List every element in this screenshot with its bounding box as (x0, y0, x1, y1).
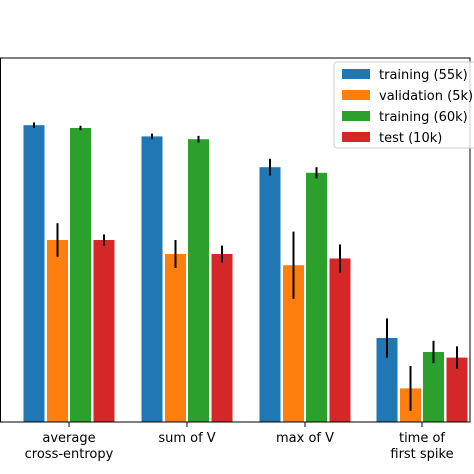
x-tick-label: average cross-entropy (25, 431, 114, 462)
bar (446, 357, 468, 422)
legend-label: test (10k) (379, 131, 442, 146)
x-tick-label: time of first spike (390, 431, 453, 462)
x-ticks-group: average cross-entropy sum of V max of V time… (25, 422, 454, 462)
bars-group (23, 125, 468, 422)
legend-swatch (342, 90, 370, 100)
bar (70, 128, 91, 422)
legend-swatch (342, 111, 370, 121)
bar (188, 139, 209, 422)
legend-swatch (342, 132, 370, 142)
bar (283, 265, 304, 422)
legend-label: training (60k) (379, 110, 468, 125)
bar (376, 338, 398, 422)
bar (259, 167, 281, 422)
legend-label: validation (5k) (379, 89, 473, 104)
bar (141, 136, 163, 422)
bar (93, 240, 115, 422)
legend-frame (333, 61, 474, 149)
bar (23, 125, 45, 422)
legend: training (55k) validation (5k) training (6… (333, 61, 474, 149)
errorbars-group (33, 122, 458, 411)
legend-swatch (342, 69, 370, 79)
x-tick-label: max of V (276, 431, 334, 446)
x-tick-label: sum of V (158, 431, 215, 446)
bar (165, 254, 186, 422)
axes-group (0, 57, 471, 423)
bar (423, 352, 444, 422)
bar (211, 254, 233, 422)
legend-label: training (55k) (379, 68, 468, 83)
bar (329, 258, 351, 422)
plot-frame (0, 57, 471, 423)
bar (47, 240, 68, 422)
bar (306, 172, 327, 422)
